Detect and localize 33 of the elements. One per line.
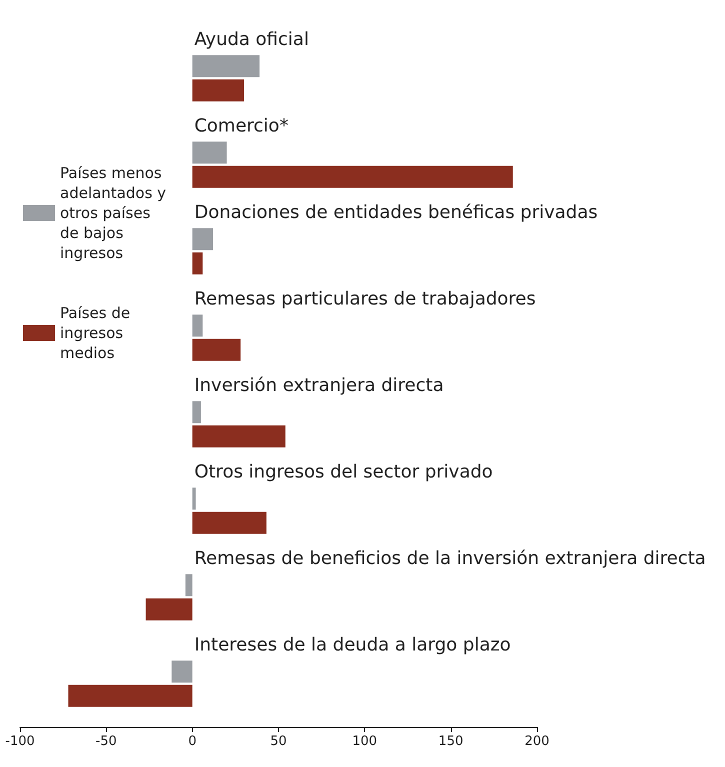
bar (192, 401, 201, 424)
legend-label: Países menos adelantados y otros países de bajos ingresos (60, 164, 171, 262)
bar (192, 228, 214, 250)
x-tick-label: -50 (96, 734, 117, 749)
y-tick-label: Ayuda oficial (194, 28, 309, 50)
y-tick-label: Otros ingresos del sector privado (194, 461, 493, 482)
x-tick-label: 150 (438, 734, 464, 749)
x-tick-label: 0 (188, 734, 196, 749)
y-tick-label: Donaciones de entidades benéficas privadas (194, 202, 598, 223)
bar (192, 79, 244, 102)
y-tick-label: Remesas de beneficios de la inversión extranjera directa (194, 548, 706, 569)
bar (192, 314, 203, 337)
bar (192, 338, 241, 361)
x-tick-label: 50 (270, 734, 287, 749)
y-tick-label: Inversión extranjera directa (194, 374, 444, 396)
y-tick-label: Intereses de la deuda a largo plazo (194, 634, 511, 656)
y-tick-label: Comercio* (194, 115, 288, 136)
bar (192, 166, 513, 188)
bar (172, 660, 192, 683)
legend-label: Países de ingresos medios (60, 304, 135, 362)
x-tick-label: 100 (352, 734, 378, 749)
x-tick-label: 200 (524, 734, 550, 749)
bar (192, 252, 203, 274)
bar (192, 512, 266, 534)
bar (192, 425, 286, 448)
bar (68, 684, 192, 707)
y-tick-label: Remesas particulares de trabajadores (194, 288, 536, 310)
bar (192, 488, 196, 510)
bar (192, 55, 260, 78)
bar (146, 598, 192, 620)
bar (192, 142, 227, 164)
bar (185, 574, 192, 596)
x-tick-label: -100 (5, 734, 35, 749)
